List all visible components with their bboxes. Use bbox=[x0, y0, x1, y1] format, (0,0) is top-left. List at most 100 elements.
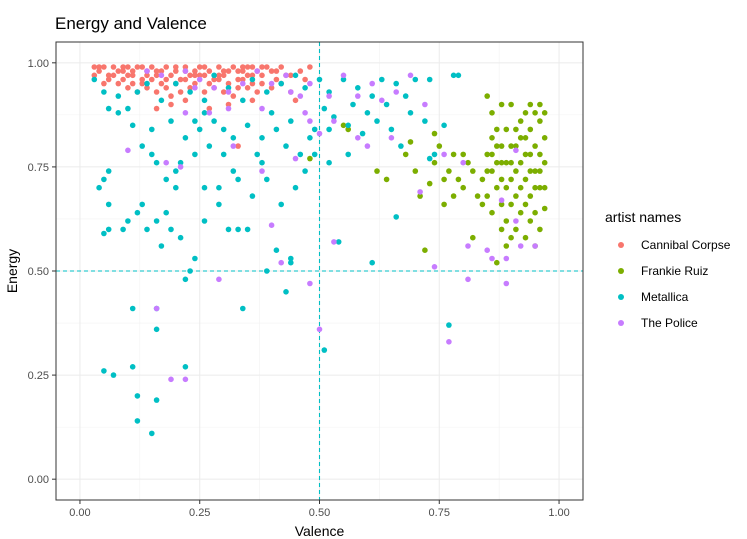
point-frankie-ruiz bbox=[484, 93, 491, 99]
point-metallica bbox=[168, 226, 174, 233]
point-metallica bbox=[244, 226, 251, 233]
point-the-police bbox=[417, 189, 423, 195]
point-metallica bbox=[105, 105, 112, 112]
point-the-police bbox=[307, 118, 313, 124]
point-metallica bbox=[110, 372, 117, 378]
point-frankie-ruiz bbox=[498, 201, 505, 208]
point-metallica bbox=[340, 76, 347, 83]
point-metallica bbox=[283, 143, 289, 149]
point-frankie-ruiz bbox=[498, 176, 505, 183]
point-the-police bbox=[307, 80, 313, 87]
point-metallica bbox=[105, 168, 112, 174]
point-the-police bbox=[355, 135, 361, 141]
y-tick-label: 1.00 bbox=[28, 58, 49, 70]
point-metallica bbox=[158, 243, 165, 249]
point-the-police bbox=[292, 155, 299, 162]
point-metallica bbox=[139, 201, 145, 208]
point-metallica bbox=[249, 76, 256, 83]
point-cannibal-corpse bbox=[177, 76, 184, 83]
point-cannibal-corpse bbox=[230, 93, 237, 99]
point-the-police bbox=[153, 305, 160, 312]
point-frankie-ruiz bbox=[508, 101, 514, 108]
point-frankie-ruiz bbox=[307, 155, 313, 162]
point-metallica bbox=[201, 218, 208, 224]
point-frankie-ruiz bbox=[541, 184, 548, 191]
legend-label-the-police: The Police bbox=[641, 316, 698, 330]
point-the-police bbox=[446, 339, 452, 345]
point-cannibal-corpse bbox=[220, 68, 227, 74]
point-metallica bbox=[182, 135, 189, 141]
point-frankie-ruiz bbox=[460, 151, 467, 158]
point-the-police bbox=[422, 101, 428, 108]
y-tick-label: 0.25 bbox=[28, 370, 49, 382]
point-metallica bbox=[220, 126, 227, 133]
point-cannibal-corpse bbox=[216, 76, 222, 83]
point-frankie-ruiz bbox=[517, 209, 524, 216]
point-frankie-ruiz bbox=[537, 226, 543, 233]
point-cannibal-corpse bbox=[259, 72, 265, 79]
point-metallica bbox=[129, 122, 136, 129]
point-cannibal-corpse bbox=[163, 64, 169, 70]
point-frankie-ruiz bbox=[513, 193, 519, 199]
point-cannibal-corpse bbox=[144, 72, 150, 79]
x-tick-label: 1.00 bbox=[548, 507, 569, 519]
point-the-police bbox=[302, 110, 308, 116]
y-axis-title: Energy bbox=[4, 249, 20, 293]
point-frankie-ruiz bbox=[527, 218, 534, 224]
point-frankie-ruiz bbox=[340, 122, 347, 129]
point-cannibal-corpse bbox=[220, 72, 227, 79]
point-metallica bbox=[359, 130, 366, 137]
point-metallica bbox=[273, 126, 280, 133]
point-metallica bbox=[244, 122, 251, 129]
point-frankie-ruiz bbox=[489, 135, 495, 141]
point-frankie-ruiz bbox=[541, 159, 548, 166]
point-metallica bbox=[225, 226, 232, 233]
point-frankie-ruiz bbox=[532, 184, 538, 191]
point-metallica bbox=[383, 101, 390, 108]
legend-label-frankie-ruiz: Frankie Ruiz bbox=[641, 264, 708, 278]
point-cannibal-corpse bbox=[168, 101, 174, 108]
point-cannibal-corpse bbox=[177, 89, 184, 95]
point-frankie-ruiz bbox=[517, 159, 524, 166]
point-metallica bbox=[153, 397, 160, 403]
point-cannibal-corpse bbox=[196, 64, 203, 70]
point-metallica bbox=[288, 118, 294, 124]
point-metallica bbox=[240, 305, 246, 312]
point-the-police bbox=[331, 239, 337, 245]
point-cannibal-corpse bbox=[244, 72, 251, 79]
point-cannibal-corpse bbox=[249, 64, 256, 70]
point-cannibal-corpse bbox=[173, 68, 179, 74]
point-cannibal-corpse bbox=[139, 76, 145, 83]
point-cannibal-corpse bbox=[158, 80, 165, 87]
y-tick-label: 0.50 bbox=[28, 266, 49, 278]
point-cannibal-corpse bbox=[254, 89, 260, 95]
point-metallica bbox=[264, 176, 270, 183]
point-frankie-ruiz bbox=[450, 151, 457, 158]
x-tick-label: 0.75 bbox=[429, 507, 450, 519]
point-frankie-ruiz bbox=[532, 143, 538, 149]
point-metallica bbox=[393, 80, 400, 87]
point-the-police bbox=[316, 130, 323, 137]
point-cannibal-corpse bbox=[201, 64, 208, 70]
point-frankie-ruiz bbox=[489, 168, 495, 174]
point-the-police bbox=[283, 72, 289, 79]
point-metallica bbox=[192, 118, 198, 124]
point-metallica bbox=[254, 151, 260, 158]
point-metallica bbox=[129, 305, 136, 312]
point-the-police bbox=[182, 376, 189, 383]
point-frankie-ruiz bbox=[450, 193, 457, 199]
point-metallica bbox=[292, 72, 299, 79]
legend-key-frankie-ruiz bbox=[618, 268, 624, 274]
point-cannibal-corpse bbox=[225, 68, 232, 74]
point-frankie-ruiz bbox=[431, 130, 438, 137]
point-cannibal-corpse bbox=[187, 85, 193, 91]
point-frankie-ruiz bbox=[541, 135, 548, 141]
x-tick-label: 0.25 bbox=[189, 507, 210, 519]
point-metallica bbox=[302, 168, 308, 174]
point-the-police bbox=[340, 72, 347, 79]
point-frankie-ruiz bbox=[513, 143, 519, 149]
point-cannibal-corpse bbox=[235, 143, 241, 149]
point-cannibal-corpse bbox=[105, 76, 112, 83]
point-the-police bbox=[441, 151, 447, 158]
point-metallica bbox=[426, 76, 433, 83]
